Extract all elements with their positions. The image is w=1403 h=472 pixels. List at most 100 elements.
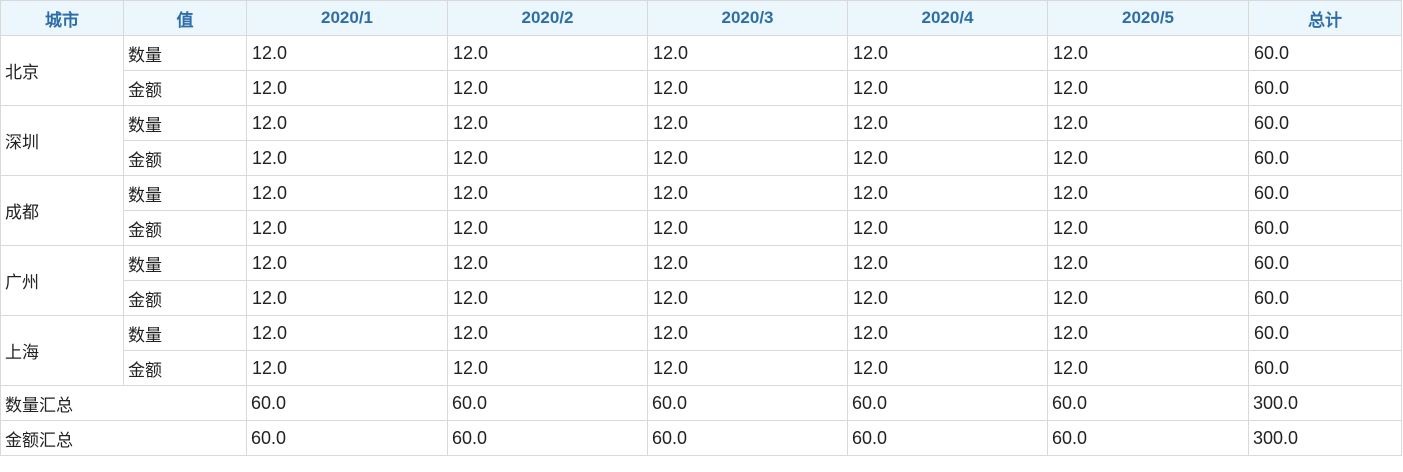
column-header-month[interactable]: 2020/4 [847,0,1048,36]
value-cell: 12.0 [246,280,448,316]
value-cell: 12.0 [847,210,1048,246]
value-cell: 12.0 [246,315,448,351]
row-total-cell: 60.0 [1248,70,1402,106]
value-cell: 12.0 [647,70,848,106]
value-cell: 12.0 [847,105,1048,141]
value-cell: 12.0 [447,105,648,141]
table-row: 金额 12.0 12.0 12.0 12.0 12.0 60.0 [1,210,1402,246]
value-cell: 12.0 [847,35,1048,71]
row-total-cell: 60.0 [1248,35,1402,71]
table-row: 广州 数量 12.0 12.0 12.0 12.0 12.0 60.0 [0,245,1402,316]
value-cell: 12.0 [647,245,848,281]
grand-total-cell: 300.0 [1248,385,1402,421]
city-cell: 深圳 [0,105,124,176]
value-cell: 12.0 [1047,140,1249,176]
value-cell: 12.0 [447,175,648,211]
column-header-total[interactable]: 总计 [1248,0,1402,36]
summary-value-cell: 60.0 [1047,385,1249,421]
value-cell: 12.0 [447,350,648,386]
measure-cell: 数量 [123,105,247,141]
value-cell: 12.0 [447,245,648,281]
value-cell: 12.0 [447,140,648,176]
value-cell: 12.0 [847,315,1048,351]
summary-value-cell: 60.0 [246,420,448,456]
value-cell: 12.0 [1047,175,1249,211]
summary-value-cell: 60.0 [246,385,448,421]
column-header-measure[interactable]: 值 [123,0,247,36]
summary-value-cell: 60.0 [847,420,1048,456]
value-cell: 12.0 [1047,35,1249,71]
value-cell: 12.0 [246,140,448,176]
row-total-cell: 60.0 [1248,245,1402,281]
summary-value-cell: 60.0 [447,420,648,456]
table-row: 金额 12.0 12.0 12.0 12.0 12.0 60.0 [1,140,1402,176]
value-cell: 12.0 [847,350,1048,386]
column-header-city[interactable]: 城市 [0,0,124,36]
summary-value-cell: 60.0 [1047,420,1249,456]
value-cell: 12.0 [447,210,648,246]
value-cell: 12.0 [246,175,448,211]
value-cell: 12.0 [647,315,848,351]
value-cell: 12.0 [447,70,648,106]
summary-value-cell: 60.0 [647,385,848,421]
value-cell: 12.0 [647,280,848,316]
row-total-cell: 60.0 [1248,175,1402,211]
measure-cell: 数量 [123,35,247,71]
row-total-cell: 60.0 [1248,105,1402,141]
row-total-cell: 60.0 [1248,280,1402,316]
column-header-month[interactable]: 2020/3 [647,0,848,36]
table-row: 金额 12.0 12.0 12.0 12.0 12.0 60.0 [1,350,1402,386]
value-cell: 12.0 [447,315,648,351]
value-cell: 12.0 [647,105,848,141]
value-cell: 12.0 [847,175,1048,211]
value-cell: 12.0 [847,245,1048,281]
value-cell: 12.0 [246,70,448,106]
measure-cell: 金额 [123,280,247,316]
value-cell: 12.0 [447,280,648,316]
table-row: 上海 数量 12.0 12.0 12.0 12.0 12.0 60.0 [0,315,1402,386]
city-cell: 北京 [0,35,124,106]
table-row: 成都 数量 12.0 12.0 12.0 12.0 12.0 60.0 [0,175,1402,246]
grand-total-cell: 300.0 [1248,420,1402,456]
header-row: 城市 值 2020/1 2020/2 2020/3 2020/4 2020/5 … [0,0,1402,36]
measure-cell: 数量 [123,315,247,351]
row-total-cell: 60.0 [1248,140,1402,176]
row-total-cell: 60.0 [1248,210,1402,246]
value-cell: 12.0 [647,350,848,386]
summary-label: 数量汇总 [0,385,247,421]
value-cell: 12.0 [246,245,448,281]
value-cell: 12.0 [1047,210,1249,246]
summary-row: 金额汇总 60.0 60.0 60.0 60.0 60.0 300.0 [0,420,1402,456]
city-cell: 成都 [0,175,124,246]
row-total-cell: 60.0 [1248,315,1402,351]
value-cell: 12.0 [447,35,648,71]
column-header-month[interactable]: 2020/2 [447,0,648,36]
value-cell: 12.0 [1047,105,1249,141]
column-header-month[interactable]: 2020/5 [1047,0,1249,36]
measure-cell: 金额 [123,210,247,246]
value-cell: 12.0 [847,70,1048,106]
table-row: 北京 数量 12.0 12.0 12.0 12.0 12.0 60.0 [0,35,1402,106]
value-cell: 12.0 [1047,280,1249,316]
summary-value-cell: 60.0 [847,385,1048,421]
pivot-table: 城市 值 2020/1 2020/2 2020/3 2020/4 2020/5 … [0,0,1402,456]
value-cell: 12.0 [647,210,848,246]
measure-cell: 数量 [123,245,247,281]
table-body: 北京 数量 12.0 12.0 12.0 12.0 12.0 60.0 金额 12.0 12.0 12… [0,35,1402,456]
table-row: 金额 12.0 12.0 12.0 12.0 12.0 60.0 [1,70,1402,106]
measure-cell: 金额 [123,70,247,106]
value-cell: 12.0 [647,175,848,211]
value-cell: 12.0 [246,210,448,246]
value-cell: 12.0 [847,140,1048,176]
summary-label: 金额汇总 [0,420,247,456]
value-cell: 12.0 [647,140,848,176]
measure-cell: 金额 [123,140,247,176]
column-header-month[interactable]: 2020/1 [246,0,448,36]
value-cell: 12.0 [246,105,448,141]
summary-row: 数量汇总 60.0 60.0 60.0 60.0 60.0 300.0 [0,385,1402,421]
value-cell: 12.0 [1047,70,1249,106]
value-cell: 12.0 [847,280,1048,316]
table-row: 深圳 数量 12.0 12.0 12.0 12.0 12.0 60.0 [0,105,1402,176]
value-cell: 12.0 [647,35,848,71]
value-cell: 12.0 [1047,350,1249,386]
